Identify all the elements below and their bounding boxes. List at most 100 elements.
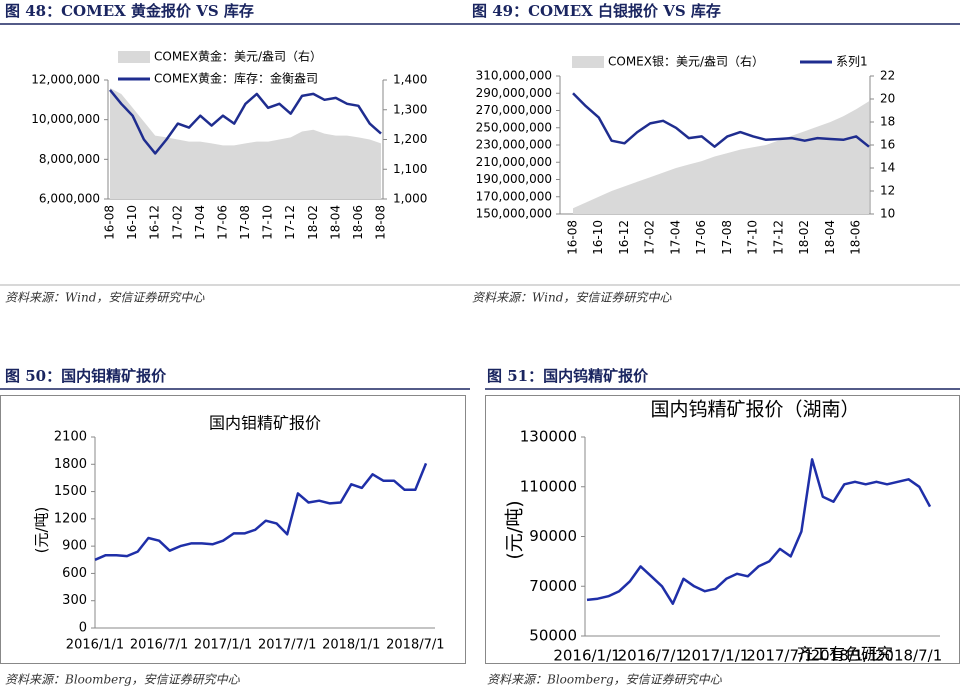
x-tick-label: 16-08 — [103, 205, 117, 240]
y-tick-label: 90000 — [529, 527, 577, 545]
x-tick-label: 2017/1/1 — [682, 647, 749, 665]
y-tick-label: 290,000,000 — [476, 86, 552, 100]
area — [573, 101, 869, 214]
source-note: 资料来源：Bloomberg，安信证券研究中心 — [5, 673, 241, 687]
x-tick-label: 17-04 — [668, 220, 682, 255]
y-axis-label: (元/吨) — [504, 500, 526, 559]
y-tick-label: 6,000,000 — [39, 192, 100, 206]
y-tick-label: 150,000,000 — [476, 207, 552, 221]
y-tick-label: 12,000,000 — [31, 73, 100, 87]
y-tick-label: 8,000,000 — [39, 152, 100, 166]
y-tick-label: 2100 — [54, 430, 87, 445]
legend-label: COMEX黄金：美元/盎司（右） — [154, 49, 322, 64]
x-tick-label: 16-12 — [148, 205, 162, 240]
x-tick-label: 2016/1/1 — [553, 647, 620, 665]
x-tick-label: 2017/7/1 — [258, 638, 316, 653]
figure-caption: 图 51：国内钨精矿报价 — [487, 367, 649, 385]
chart-title: 国内钨精矿报价（湖南） — [650, 399, 859, 421]
y2-tick-label: 1,000 — [393, 192, 427, 206]
y-tick-label: 110000 — [520, 477, 577, 495]
x-tick-label: 16-12 — [617, 220, 631, 255]
y-tick-label: 10,000,000 — [31, 112, 100, 126]
x-tick-label: 17-06 — [215, 205, 229, 240]
x-tick-label: 16-08 — [566, 220, 580, 255]
x-tick-label: 17-12 — [283, 205, 297, 240]
chart-frame — [0, 395, 466, 664]
x-tick-label: 2016/7/1 — [618, 647, 685, 665]
y2-tick-label: 1,100 — [393, 162, 427, 176]
y2-tick-label: 14 — [880, 161, 895, 175]
y-tick-label: 130000 — [520, 428, 577, 446]
y-axis-label: (元/吨) — [33, 507, 51, 554]
y-tick-label: 310,000,000 — [476, 69, 552, 83]
y2-tick-label: 1,200 — [393, 132, 427, 146]
line — [94, 462, 428, 561]
x-tick-label: 2016/7/1 — [130, 638, 188, 653]
legend-swatch — [572, 56, 604, 68]
y-tick-label: 300 — [62, 593, 87, 608]
y-tick-label: 0 — [79, 621, 87, 636]
line — [586, 458, 932, 605]
y-tick-label: 70000 — [529, 577, 577, 595]
figure-caption: 图 50：国内钼精矿报价 — [5, 367, 167, 385]
source-note: 资料来源：Wind，安信证券研究中心 — [472, 291, 672, 305]
figure-caption: 图 49：COMEX 白银报价 VS 库存 — [472, 2, 721, 20]
area — [110, 88, 381, 199]
y-tick-label: 50000 — [529, 627, 577, 645]
source-note: 资料来源：Wind，安信证券研究中心 — [5, 291, 205, 305]
y-tick-label: 270,000,000 — [476, 103, 552, 117]
watermark: 齐工有色研究 — [797, 645, 893, 664]
legend-swatch — [118, 51, 150, 63]
y-tick-label: 900 — [62, 539, 87, 554]
x-tick-label: 17-10 — [746, 220, 760, 255]
x-tick-label: 2018/1/1 — [811, 647, 878, 665]
y-tick-label: 190,000,000 — [476, 172, 552, 186]
chart-title: 国内钼精矿报价 — [209, 414, 321, 433]
line — [109, 89, 382, 155]
x-tick-label: 18-06 — [351, 205, 365, 240]
x-tick-label: 17-10 — [261, 205, 275, 240]
x-tick-label: 17-06 — [694, 220, 708, 255]
x-tick-label: 17-02 — [170, 205, 184, 240]
y2-tick-label: 20 — [880, 92, 895, 106]
y-tick-label: 1200 — [54, 511, 87, 526]
x-tick-label: 16-10 — [591, 220, 605, 255]
x-tick-label: 18-02 — [306, 205, 320, 240]
y-tick-label: 1500 — [54, 484, 87, 499]
y2-tick-label: 1,300 — [393, 102, 427, 116]
x-tick-label: 2018/7/1 — [875, 647, 942, 665]
x-tick-label: 16-10 — [125, 205, 139, 240]
y2-tick-label: 22 — [880, 69, 895, 83]
x-tick-label: 18-04 — [823, 220, 837, 255]
x-tick-label: 17-08 — [238, 205, 252, 240]
x-tick-label: 18-08 — [374, 205, 388, 240]
figure-caption: 图 48：COMEX 黄金报价 VS 库存 — [5, 2, 254, 20]
x-tick-label: 17-12 — [771, 220, 785, 255]
x-tick-label: 17-08 — [720, 220, 734, 255]
y-tick-label: 250,000,000 — [476, 120, 552, 134]
y2-tick-label: 1,400 — [393, 73, 427, 87]
y-tick-label: 600 — [62, 566, 87, 581]
x-tick-label: 18-04 — [328, 205, 342, 240]
legend-label: 系列1 — [836, 55, 868, 69]
x-tick-label: 18-02 — [797, 220, 811, 255]
y-tick-label: 170,000,000 — [476, 189, 552, 203]
y2-tick-label: 12 — [880, 184, 895, 198]
x-tick-label: 2017/1/1 — [194, 638, 252, 653]
x-tick-label: 2016/1/1 — [66, 638, 124, 653]
source-note: 资料来源：Bloomberg，安信证券研究中心 — [487, 673, 723, 687]
x-tick-label: 17-04 — [193, 205, 207, 240]
x-tick-label: 2017/7/1 — [746, 647, 813, 665]
y2-tick-label: 18 — [880, 115, 895, 129]
x-tick-label: 18-06 — [849, 220, 863, 255]
y2-tick-label: 16 — [880, 138, 895, 152]
legend-label: COMEX黄金：库存：金衡盎司 — [154, 71, 318, 86]
line — [572, 92, 870, 148]
x-tick-label: 17-02 — [643, 220, 657, 255]
y-tick-label: 210,000,000 — [476, 155, 552, 169]
legend-label: COMEX银：美元/盎司（右） — [608, 54, 764, 69]
y-tick-label: 230,000,000 — [476, 138, 552, 152]
y-tick-label: 1800 — [54, 457, 87, 472]
x-tick-label: 2018/7/1 — [386, 638, 444, 653]
